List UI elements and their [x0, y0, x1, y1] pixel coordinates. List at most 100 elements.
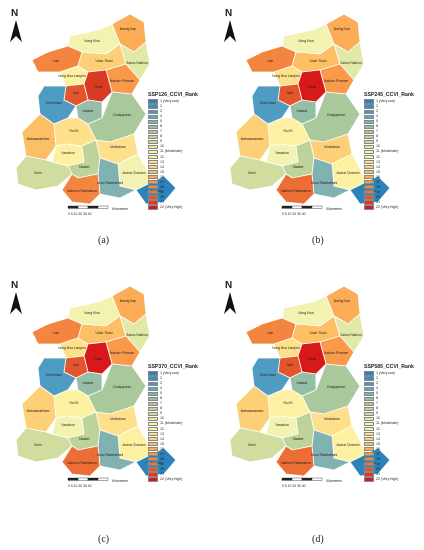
region-label-nakhon-ratchasima: Nakhon Ratchasima	[281, 461, 311, 465]
scale-unit: Kilometers	[326, 479, 343, 483]
legend-title: SSP585_CCVI_Rank	[364, 364, 414, 370]
legend-swatch	[364, 371, 374, 376]
legend-label: 11 (Moderate)	[160, 149, 183, 154]
legend-item: 17	[364, 452, 398, 457]
north-label: N	[225, 280, 233, 291]
legend-swatch	[364, 159, 374, 165]
legend-label: 14	[160, 436, 164, 441]
legend-swatch	[364, 99, 374, 104]
legend-swatch	[148, 376, 158, 381]
legend-swatch	[148, 134, 158, 139]
legend-label: 3	[376, 109, 378, 114]
region-label-chaiyaphum: Chaiyaphum	[327, 385, 346, 389]
north-arrow-icon	[10, 292, 22, 314]
region-label-ubon-ratchathani: Ubon Ratchathani	[311, 453, 338, 457]
legend-swatch	[364, 205, 374, 210]
legend-item: 4	[148, 114, 182, 119]
legend-item: 10	[364, 144, 398, 150]
panel-caption: (c)	[98, 534, 110, 545]
legend-label: 15	[376, 169, 380, 174]
legend-swatch	[148, 416, 158, 422]
legend-item: 9	[364, 139, 398, 144]
legend-label: 8	[376, 406, 378, 411]
region-label-surin: Surin	[248, 443, 256, 447]
legend-swatch	[148, 175, 158, 180]
legend-swatch	[364, 139, 374, 144]
legend-label: 11 (Moderate)	[160, 421, 183, 426]
north-arrow: N	[225, 8, 232, 19]
legend-label: 4	[376, 114, 378, 119]
legend-swatch	[364, 149, 374, 155]
legend-item: 9	[148, 139, 182, 144]
legend-swatch	[148, 119, 158, 124]
region-label-mukdahan: Mukdahan	[110, 417, 126, 421]
legend-item: 5	[364, 391, 398, 396]
region-label-ubon-ratchathani: Ubon Ratchathani	[97, 181, 124, 185]
legend-label: 4	[376, 386, 378, 391]
legend-swatch	[364, 421, 374, 427]
region-label-mahasarakham: Mahasarakham	[27, 137, 50, 141]
legend-label: 8	[376, 134, 378, 139]
legend-label: 1 (Very low)	[160, 99, 179, 103]
region-label-ubon-ratchathani: Ubon Ratchathani	[97, 453, 124, 457]
scale-bar-segment	[67, 477, 79, 481]
legend: 1 (Very low) 2 3 4 5 6 7 8 9 10 11 (Moderate) 12 13 1…	[148, 371, 182, 482]
region-label-mahasarakham: Mahasarakham	[241, 137, 264, 141]
legend-label: 2	[376, 376, 378, 381]
legend-label: 1 (Very low)	[160, 371, 179, 375]
region-label-amnat-charoen: Amnat Charoen	[336, 443, 359, 447]
region-label-mukdahan: Mukdahan	[110, 145, 126, 149]
legend-label: 21	[160, 471, 164, 476]
legend-item: 20	[364, 195, 398, 200]
legend-swatch	[364, 195, 374, 200]
region-label-roi-et: Roi Et	[70, 129, 79, 133]
legend-item: 8	[364, 134, 398, 139]
legend-label: 19	[160, 461, 164, 466]
region-ubon-ratchathani	[97, 157, 138, 199]
legend-label: 12	[160, 426, 164, 431]
legend-item: 17	[148, 180, 182, 185]
legend-item: 2	[364, 104, 398, 109]
legend-swatch	[148, 411, 158, 416]
legend-swatch	[148, 104, 158, 109]
legend-item: 6	[148, 124, 182, 129]
panel-caption: (d)	[312, 534, 324, 545]
legend-swatch	[364, 467, 374, 472]
legend-item: 5	[364, 119, 398, 124]
region-label-nakhon-phanom: Nakhon Phanom	[324, 351, 349, 355]
legend-swatch	[148, 396, 158, 401]
legend-label: 7	[160, 401, 162, 406]
legend-item: 10	[148, 416, 182, 422]
legend-item: 14	[364, 165, 398, 170]
region-label-mahasarakham: Mahasarakham	[27, 409, 50, 413]
region-label-sisaket: Sisaket	[79, 165, 90, 169]
legend-item: 22 (Very high)	[148, 477, 182, 482]
region-label-nan: Nan	[73, 363, 79, 367]
legend-swatch	[364, 175, 374, 180]
legend-label: 10	[160, 144, 164, 149]
legend-item: 20	[148, 195, 182, 200]
legend-swatch	[148, 467, 158, 472]
legend-item: 3	[364, 109, 398, 114]
region-surin	[15, 427, 73, 463]
legend-item: 2	[364, 376, 398, 381]
legend-swatch	[364, 442, 374, 447]
region-label-nong-bua-lamphu: Nong Bua Lamphu	[272, 74, 300, 78]
legend-swatch	[364, 144, 374, 150]
north-arrow-icon	[224, 20, 236, 42]
legend-item: 3	[148, 109, 182, 114]
legend-item: 12	[148, 155, 182, 160]
legend-label: 18	[160, 456, 164, 461]
legend-item: 19	[364, 462, 398, 467]
region-label-loei: Loei	[267, 331, 274, 335]
legend-item: 18	[364, 185, 398, 190]
region-yasothon	[265, 143, 299, 167]
legend-item: 8	[364, 406, 398, 411]
legend-swatch	[148, 477, 158, 482]
north-arrow: N	[225, 280, 232, 291]
map-svg: Bueng Kan Nong Khai Loei Nong Bua Lamphu Udo…	[10, 13, 177, 209]
legend-swatch	[148, 159, 158, 165]
legend: 1 (Very low) 2 3 4 5 6 7 8 9 10 11 (Moderate) 12 13 1…	[364, 371, 398, 482]
legend-label: 2	[376, 104, 378, 109]
legend-item: 7	[148, 401, 182, 406]
